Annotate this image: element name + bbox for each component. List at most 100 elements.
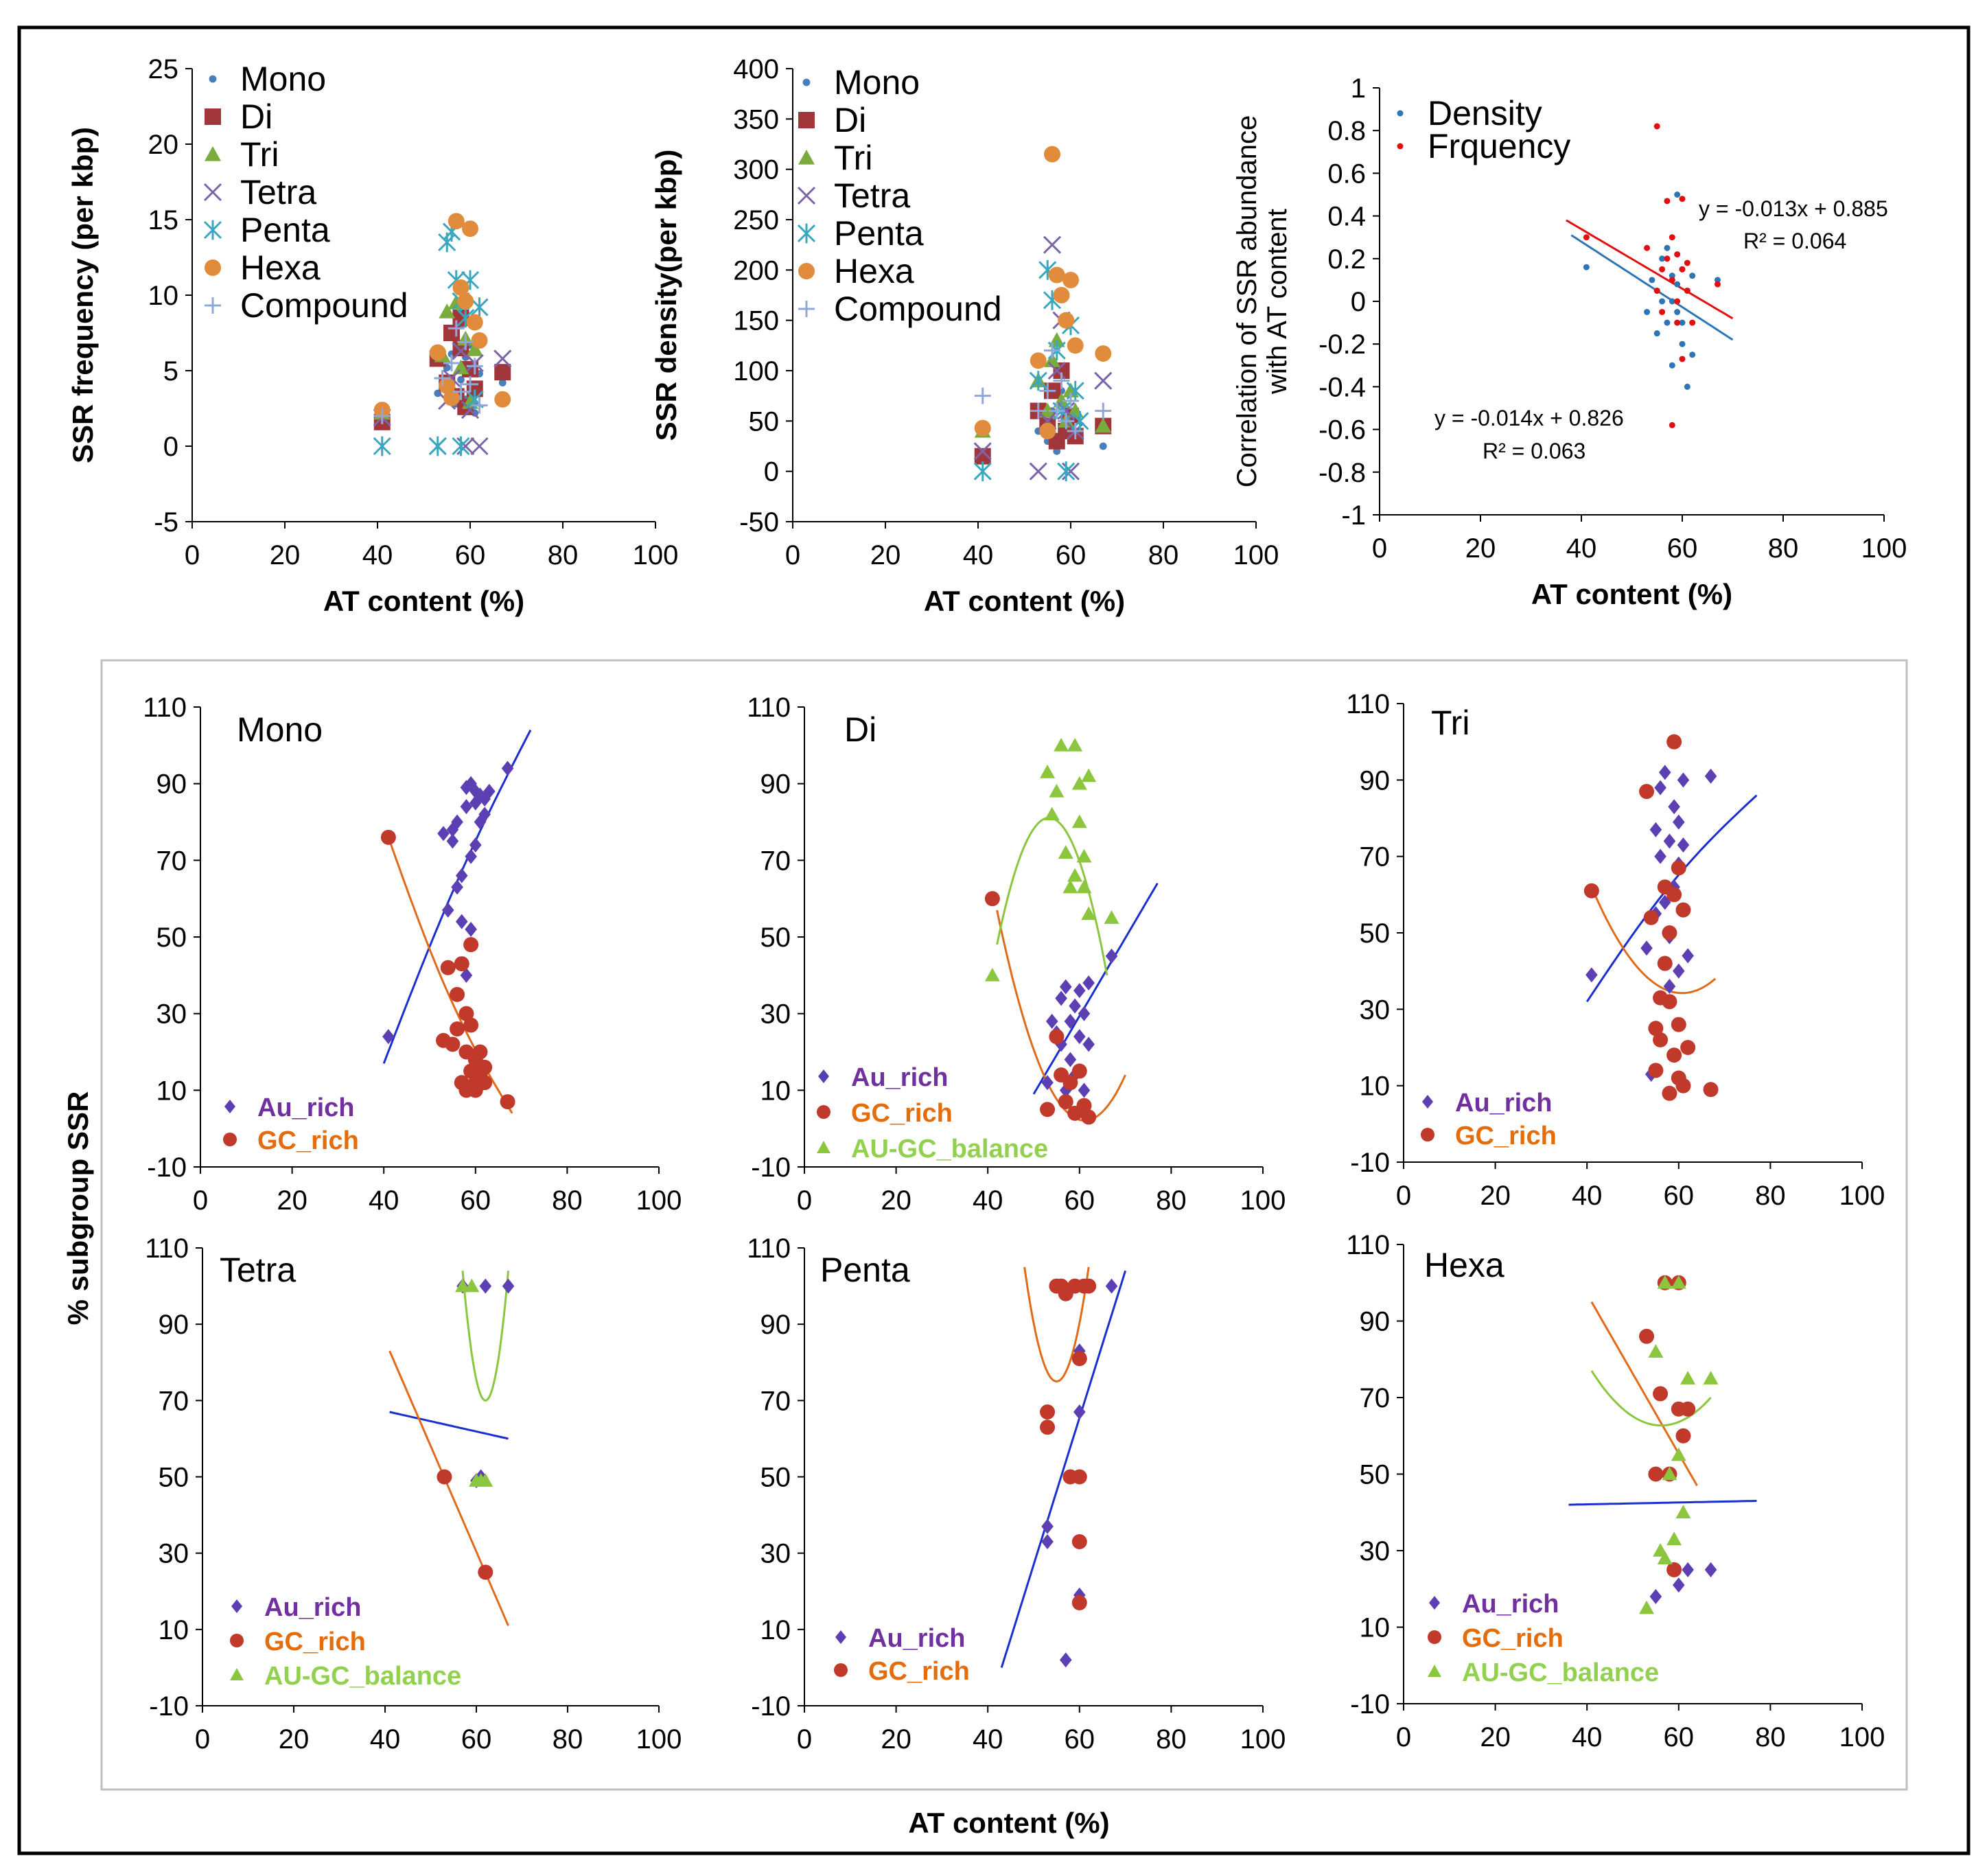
point-au-gc_balance	[1675, 1505, 1691, 1519]
legend-marker-hexa	[205, 259, 221, 276]
point-gc_rich	[1662, 1085, 1677, 1101]
x-tick-label: 0	[193, 1185, 208, 1216]
y-axis-title: SSR frequency (per kbp)	[67, 127, 99, 463]
point-compound	[1053, 372, 1070, 389]
point-au_rich	[1682, 1562, 1694, 1577]
point-gc_rich	[1071, 1469, 1087, 1485]
x-tick-label: 80	[1156, 1185, 1187, 1216]
y-tick-label: 90	[760, 769, 791, 800]
point-density	[1714, 277, 1721, 283]
x-tick-label: 20	[1480, 1181, 1511, 1211]
x-tick-label: 100	[1240, 1185, 1286, 1216]
y-tick-label: 10	[159, 1615, 189, 1645]
x-tick-label: 20	[870, 540, 901, 570]
x-tick-label: 80	[553, 1724, 583, 1755]
legend-marker-penta	[203, 220, 222, 240]
legend-label-mono: Mono	[834, 63, 920, 102]
point-frquency	[1664, 255, 1671, 262]
legend-label-tetra: Tetra	[240, 173, 316, 211]
point-gc_rich	[472, 1044, 488, 1060]
y-tick-label: 10	[156, 1076, 187, 1106]
point-au-gc_balance	[1071, 814, 1087, 829]
fit-line-au_rich	[1032, 883, 1159, 1095]
point-penta	[428, 436, 447, 456]
point-gc_rich	[1666, 734, 1682, 750]
point-gc_rich	[984, 891, 1000, 907]
legend-label-hexa: Hexa	[240, 248, 321, 287]
point-compound	[1048, 402, 1065, 419]
point-frquency	[1669, 234, 1675, 241]
y-tick-label: -10	[751, 1691, 791, 1722]
point-penta	[1057, 461, 1076, 482]
panel-title: Penta	[820, 1251, 910, 1289]
point-au_rich	[465, 921, 477, 937]
point-au_rich	[502, 1278, 515, 1294]
point-density	[1664, 319, 1671, 326]
y-tick-label: 0.4	[1327, 202, 1366, 232]
y-tick-label: -10	[147, 1153, 187, 1183]
point-au-gc_balance	[1104, 910, 1119, 924]
y-tick-label: 70	[159, 1386, 189, 1416]
point-compound	[457, 334, 474, 351]
legend-marker-au_rich	[835, 1630, 846, 1644]
point-hexa	[1058, 312, 1075, 329]
x-axis-title: AT content (%)	[1531, 578, 1732, 610]
point-density	[1674, 281, 1681, 288]
point-density	[1684, 383, 1690, 390]
point-hexa	[443, 389, 460, 406]
legend-marker-au_rich	[1429, 1596, 1440, 1610]
point-frquency	[1653, 287, 1660, 294]
point-frquency	[1679, 266, 1686, 273]
point-frquency	[1674, 319, 1681, 326]
point-frquency	[1644, 244, 1651, 251]
y-tick-label: 25	[148, 54, 179, 84]
point-compound	[462, 375, 478, 393]
point-compound	[1044, 342, 1060, 359]
y-tick-label: 50	[1360, 1460, 1391, 1490]
point-au-gc_balance	[1062, 879, 1078, 894]
point-au-gc_balance	[1657, 1275, 1673, 1289]
point-frquency	[1653, 123, 1660, 130]
y-tick-label: 1	[1351, 73, 1366, 104]
point-density	[1669, 273, 1675, 279]
y-tick-label: 0	[764, 457, 779, 487]
y-tick-label: 30	[159, 1539, 189, 1569]
x-tick-label: 0	[1396, 1722, 1411, 1752]
point-au_rich	[1658, 765, 1671, 780]
point-frquency	[1679, 356, 1686, 362]
y-tick-label: 30	[760, 999, 791, 1030]
y-tick-label: -5	[154, 507, 178, 537]
y-tick-label: 10	[148, 281, 179, 311]
point-gc_rich	[1653, 1386, 1669, 1402]
point-density	[1669, 362, 1675, 369]
point-gc_rich	[477, 1059, 493, 1075]
y-tick-label: 50	[159, 1463, 189, 1493]
point-compound	[1030, 402, 1047, 419]
x-tick-label: 60	[1056, 540, 1087, 570]
x-tick-label: 0	[797, 1185, 812, 1216]
point-au_rich	[1654, 848, 1666, 864]
point-au_rich	[465, 848, 477, 864]
legend-marker-au_rich	[224, 1100, 235, 1113]
point-gc_rich	[1648, 1063, 1664, 1078]
legend-marker-mono	[802, 78, 811, 86]
legend-label-gc_rich: GC_rich	[257, 1126, 359, 1155]
point-au-gc_balance	[1662, 1466, 1677, 1481]
point-gc_rich	[1639, 784, 1655, 800]
point-au_rich	[1585, 967, 1598, 983]
x-tick-label: 0	[797, 1724, 812, 1755]
x-tick-label: 60	[461, 1185, 491, 1216]
point-gc_rich	[1081, 1109, 1097, 1125]
legend-label-au_rich: Au_rich	[851, 1063, 948, 1092]
point-mono	[457, 375, 465, 384]
legend-label-frquency: Frquency	[1428, 127, 1570, 165]
point-gc_rich	[1058, 1094, 1073, 1110]
point-au_rich	[1041, 1533, 1054, 1549]
legend-label-compound: Compound	[834, 290, 1002, 328]
chart-hexa: -10 10 30 50 70 90 110 0 20 40 60 80 100 Hexa Au_rich G…	[1346, 1230, 1885, 1752]
point-penta	[452, 436, 470, 456]
point-au-gc_balance	[1648, 1344, 1664, 1358]
point-compound	[974, 387, 991, 404]
legend-hexa: Au_rich GC_rich AU-GC_balance	[1428, 1590, 1659, 1687]
